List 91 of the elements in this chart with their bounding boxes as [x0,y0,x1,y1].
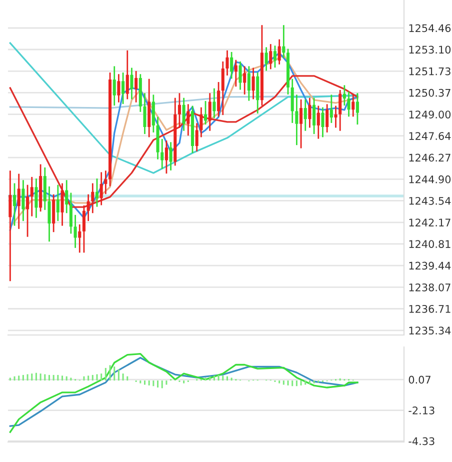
candlestick [256,72,260,114]
candlestick [195,123,198,152]
candlestick [234,60,238,87]
candlestick [8,170,12,282]
candlestick [204,101,208,125]
candlestick [34,178,38,218]
candlestick [208,93,212,131]
candlestick [282,25,286,58]
candlestick [264,47,268,71]
candlestick [52,194,56,232]
candlestick [308,98,312,128]
candlestick [230,52,234,79]
candlestick [178,93,181,128]
candlestick [95,178,99,207]
y-tick-label: 1251.73 [409,67,450,76]
candlestick [74,214,77,248]
candlestick [169,142,172,170]
candlestick [278,39,281,64]
y-tick-label: 1254.46 [409,24,451,32]
candlestick [104,170,108,194]
candlestick [212,88,216,118]
candlestick [91,183,94,214]
y-tick-label: -4.33 [408,437,434,446]
candlestick [56,184,60,222]
candlestick [326,104,329,132]
candlestick [112,66,116,106]
candlestick [117,74,120,102]
candlestick [186,104,190,136]
candlestick [295,94,298,146]
candlestick [86,194,90,222]
y-tick-label: 1235.34 [409,326,451,335]
candlestick [130,68,134,100]
candlestick [82,205,86,253]
line-series [9,95,358,109]
candlestick [78,224,82,253]
y-tick-label: 1250.37 [409,88,450,97]
candlestick [252,68,255,100]
candlestick [338,90,342,131]
candlestick [330,94,333,123]
candlestick [300,99,303,148]
candlestick [200,107,203,138]
candlestick [269,44,272,70]
candlestick [48,186,51,242]
candlestick [356,93,359,125]
candlestick [134,70,138,102]
candlestick [290,78,294,123]
y-tick-label: 1239.44 [409,262,451,270]
y-tick-label: 1238.07 [409,283,450,292]
candlestick [30,176,34,216]
candlestick [321,107,324,138]
candlestick [69,192,72,234]
candlestick [26,184,30,237]
candlestick [334,106,338,128]
candlestick [243,66,246,94]
candlestick [312,98,316,134]
y-tick-label: 1249.00 [409,110,451,118]
candlestick [238,61,242,90]
candlestick [164,140,168,174]
candlestick [347,92,350,117]
candlestick [342,85,346,106]
candlestick [273,46,276,68]
candlestick [160,138,164,169]
candlestick [17,174,20,229]
candlestick [352,94,355,117]
candlestick [65,180,68,214]
y-tick-label: 1247.64 [409,132,451,140]
y-tick-label: -2.13 [408,406,434,414]
line-series [9,42,358,174]
y-tick-label: 1242.17 [409,218,450,226]
candlestick [316,106,320,139]
candlestick [182,98,186,131]
candlestick [304,99,307,131]
candlestick [247,66,250,101]
candlestick [217,82,220,117]
y-tick-label: 0.07 [408,376,430,384]
y-tick-label: 1244.90 [409,175,451,184]
candlestick [221,61,224,116]
y-tick-label: 1240.81 [409,240,450,248]
candlestick [22,180,25,222]
candlestick [152,94,155,132]
candlestick [143,93,146,134]
y-tick-label: 1246.27 [409,154,450,162]
candlestick [100,172,103,206]
y-tick-label: 1236.71 [409,304,450,313]
y-tick-label: 1253.10 [409,46,451,54]
candlestick [122,72,125,104]
candlestick [126,50,129,100]
candlestick [226,50,229,76]
y-tick-label: 1243.54 [409,196,451,205]
candlestick [60,183,64,226]
candlestick [12,183,16,226]
